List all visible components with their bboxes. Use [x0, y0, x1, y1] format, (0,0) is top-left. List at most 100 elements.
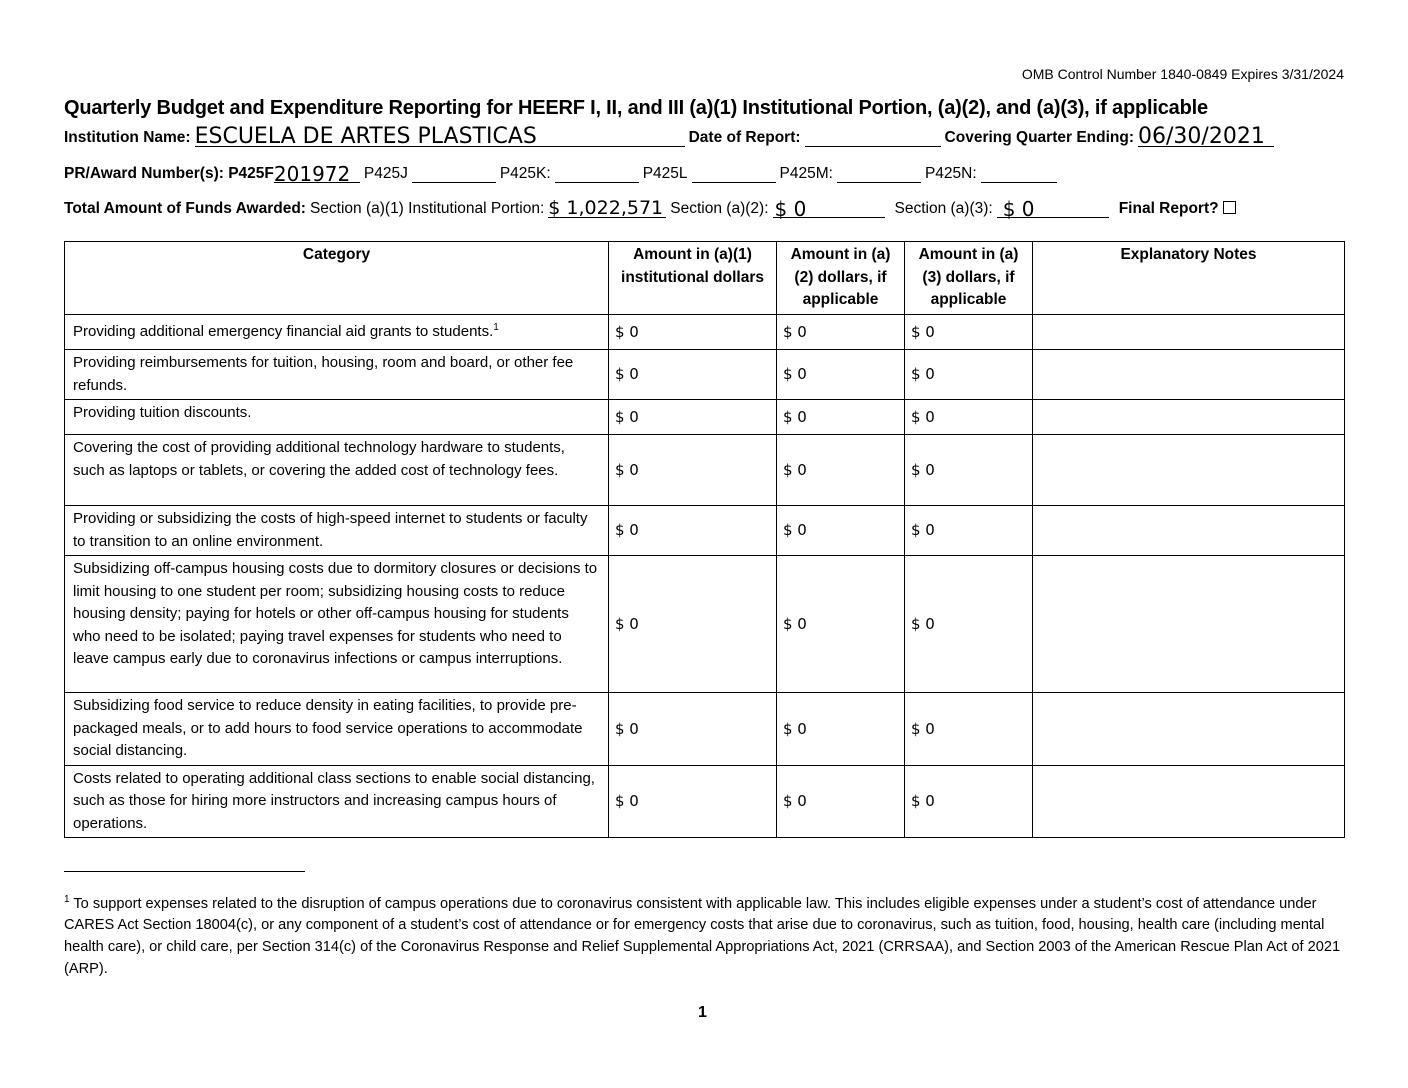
label: Covering Quarter Ending: — [944, 129, 1135, 146]
label: Section (a)(3): — [894, 200, 993, 217]
label: Date of Report: — [688, 129, 801, 146]
amount-cell: $ 0 — [776, 434, 905, 506]
cell-text: Providing or subsidizing the costs of hi… — [73, 510, 588, 550]
amount-cell: $ 0 — [608, 399, 777, 435]
label: Institution Name: — [64, 129, 191, 146]
cell-text: Providing reimbursements for tuition, ho… — [73, 354, 574, 394]
amount-cell: $ 0 — [904, 555, 1033, 693]
label: P425N: — [924, 165, 977, 182]
table-row: Covering the cost of providing additiona… — [64, 434, 1345, 506]
blank — [804, 126, 941, 147]
cell-text: Costs related to operating additional cl… — [73, 769, 595, 832]
column-header: Amount in (a)(1) institutional dollars — [608, 241, 777, 315]
table-row: Subsidizing food service to reduce densi… — [64, 692, 1345, 766]
value: $ 0 — [996, 197, 1109, 221]
omb-number: OMB Control Number 1840-0849 Expires 3/3… — [1021, 66, 1344, 82]
amount-cell: $ 0 — [776, 314, 905, 350]
cell-text: $ 0 — [615, 614, 639, 633]
cell-text: $ 0 — [911, 407, 935, 426]
cell-text: Subsidizing off-campus housing costs due… — [73, 560, 598, 667]
footnote: 1 To support expenses related to the dis… — [64, 889, 1346, 980]
total-line: Total Amount of Funds Awarded: Section (… — [64, 197, 1236, 221]
checkbox[interactable] — [1222, 201, 1236, 214]
notes-cell — [1032, 349, 1345, 400]
label: P425L — [642, 165, 688, 182]
cell-text: $ 0 — [615, 792, 639, 810]
label: PR/Award Number(s): P425F — [64, 165, 274, 182]
table-row: Providing reimbursements for tuition, ho… — [64, 349, 1345, 400]
category-cell: Providing additional emergency financial… — [64, 314, 609, 350]
label: P425K: — [499, 165, 551, 182]
budget-table: Category Amount in (a)(1) institutional d… — [64, 241, 1345, 838]
cell-text: $ 0 — [911, 792, 935, 810]
blank — [980, 162, 1057, 183]
category-cell: Providing tuition discounts. — [64, 399, 609, 435]
footnote-mark: 1 — [64, 894, 70, 905]
cell-text: Subsidizing food service to reduce densi… — [73, 697, 583, 759]
amount-cell: $ 0 — [904, 314, 1033, 350]
value: 201972 — [273, 162, 360, 186]
label: Section (a)(1) Institutional Portion: — [309, 200, 545, 217]
cell-text: $ 0 — [783, 365, 807, 384]
table-row: Providing additional emergency financial… — [64, 314, 1345, 350]
notes-cell — [1032, 314, 1345, 350]
cell-text: $ 0 — [615, 719, 639, 738]
cell-text: $ 0 — [911, 365, 935, 384]
cell-text: $ 0 — [615, 521, 639, 540]
value: ESCUELA DE ARTES PLASTICAS — [194, 126, 685, 148]
footnote-text: To support expenses related to the disru… — [64, 895, 1341, 977]
label: Final Report? — [1118, 200, 1219, 217]
institution-line: Institution Name: ESCUELA DE ARTES PLAST… — [64, 126, 1275, 148]
cell-text: $ 0 — [911, 521, 935, 540]
cell-text: $ 0 — [911, 719, 935, 738]
category-cell: Covering the cost of providing additiona… — [64, 434, 609, 506]
amount-cell: $ 0 — [904, 505, 1033, 556]
column-header: Amount in (a)(3) dollars, if applicable — [904, 241, 1033, 315]
cell-text: $ 0 — [911, 322, 935, 341]
label: Total Amount of Funds Awarded: — [64, 200, 306, 217]
cell-text: $ 0 — [783, 407, 807, 426]
value: 06/30/2021 — [1138, 126, 1275, 148]
table-row: Subsidizing off-campus housing costs due… — [64, 555, 1345, 693]
cell-text: $ 0 — [615, 365, 639, 384]
category-cell: Subsidizing off-campus housing costs due… — [64, 555, 609, 693]
amount-cell: $ 0 — [608, 764, 777, 838]
amount-cell: $ 0 — [776, 399, 905, 435]
amount-cell: $ 0 — [776, 505, 905, 556]
cell-text: $ 0 — [783, 792, 807, 810]
column-header: Category — [64, 241, 609, 315]
blank — [691, 162, 776, 183]
amount-cell: $ 0 — [776, 555, 905, 693]
amount-cell: $ 0 — [776, 692, 905, 766]
amount-cell: $ 0 — [776, 349, 905, 400]
cell-text: $ 0 — [783, 460, 807, 479]
page-number: 1 — [698, 1004, 707, 1021]
label: Section (a)(2): — [670, 200, 769, 217]
cell-text: $ 0 — [911, 614, 935, 633]
label: P425M: — [779, 165, 833, 182]
cell-text: Providing tuition discounts. — [73, 404, 252, 421]
amount-cell: $ 0 — [608, 505, 777, 556]
notes-cell — [1032, 692, 1345, 766]
table-row: Costs related to operating additional cl… — [64, 764, 1345, 838]
cell-text: $ 0 — [783, 614, 807, 633]
cell-text: $ 0 — [911, 460, 935, 479]
cell-text: Providing additional emergency financial… — [73, 323, 494, 340]
amount-cell: $ 0 — [608, 692, 777, 766]
cell-text: $ 0 — [783, 521, 807, 540]
notes-cell — [1032, 505, 1345, 556]
amount-cell: $ 0 — [776, 764, 905, 838]
footnote-rule — [64, 871, 305, 872]
amount-cell: $ 0 — [904, 399, 1033, 435]
amount-cell: $ 0 — [904, 692, 1033, 766]
table-row: Providing or subsidizing the costs of hi… — [64, 505, 1345, 556]
label: P425J — [363, 165, 408, 182]
amount-cell: $ 0 — [608, 555, 777, 693]
cell-text: $ 0 — [615, 322, 639, 341]
amount-cell: $ 0 — [608, 349, 777, 400]
award-line: PR/Award Number(s): P425F 201972 P425J P… — [64, 162, 1057, 186]
cell-text: $ 0 — [783, 322, 807, 341]
blank — [836, 162, 921, 183]
value: $ 1,022,571 — [548, 197, 667, 219]
